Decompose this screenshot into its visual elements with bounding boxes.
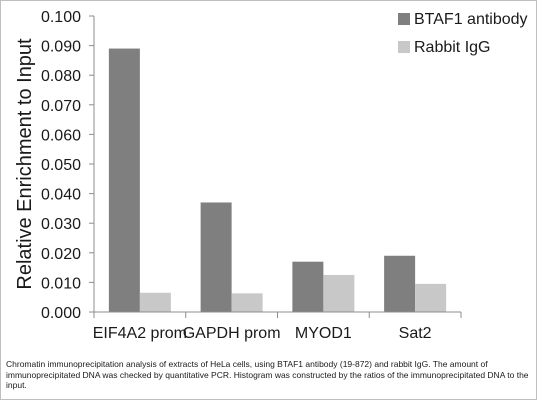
y-tick-label: 0.000 <box>41 305 81 322</box>
legend-swatch <box>398 13 410 25</box>
y-axis-ticks: 0.000 0.010 0.020 0.030 0.040 0.050 0.060 0.070… <box>41 9 81 322</box>
x-tick-label: GAPDH prom <box>183 325 281 342</box>
y-tick-label: 0.020 <box>41 246 81 263</box>
figure-caption: Chromatin immunoprecipitation analysis o… <box>6 359 529 390</box>
y-tick-label: 0.060 <box>41 127 81 144</box>
bar-btaf1-antibody <box>292 261 324 312</box>
axes-group <box>89 15 462 318</box>
legend-swatch <box>398 41 410 53</box>
y-tick-label: 0.070 <box>41 98 81 115</box>
y-tick-label: 0.030 <box>41 216 81 233</box>
y-tick-label: 0.040 <box>41 187 81 204</box>
legend: BTAF1 antibody Rabbit IgG <box>398 11 528 56</box>
y-tick-label: 0.080 <box>41 68 81 85</box>
bar-rabbit-igg <box>231 293 263 312</box>
bar-btaf1-antibody <box>384 255 416 312</box>
bar-rabbit-igg <box>323 275 355 312</box>
y-tick-label: 0.100 <box>41 9 81 26</box>
x-tick-label: Sat2 <box>399 325 432 342</box>
legend-label: Rabbit IgG <box>414 39 490 56</box>
y-tick-label: 0.010 <box>41 275 81 292</box>
y-axis-title: Relative Enrichment to Input <box>14 38 36 290</box>
bar-btaf1-antibody <box>108 48 140 313</box>
y-tick-label: 0.050 <box>41 157 81 174</box>
bar-btaf1-antibody <box>200 202 232 312</box>
legend-label: BTAF1 antibody <box>414 11 528 28</box>
bar-rabbit-igg <box>415 283 447 312</box>
bar-chart: Relative Enrichment to Input 0.0000.0100… <box>14 9 528 342</box>
bars-group <box>108 48 447 313</box>
y-tick-label: 0.090 <box>41 39 81 56</box>
x-tick-label: MYOD1 <box>295 325 352 342</box>
bar-rabbit-igg <box>139 292 171 312</box>
x-tick-label: EIF4A2 prom <box>93 325 187 342</box>
